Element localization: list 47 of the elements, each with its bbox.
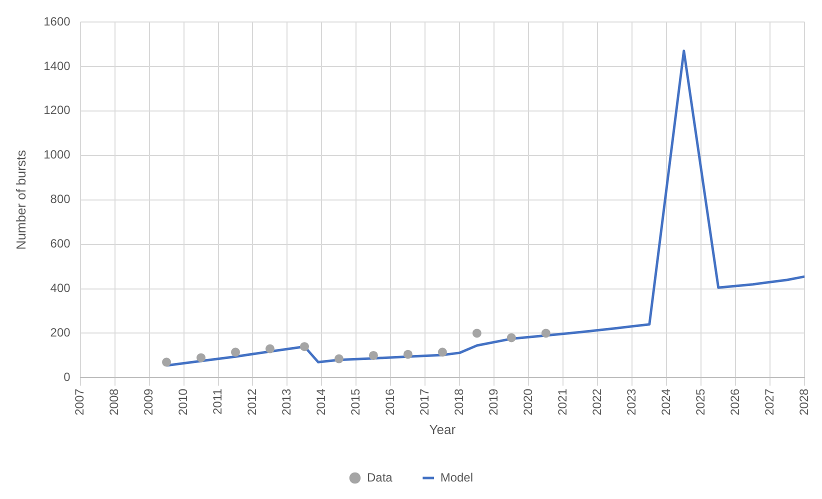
- legend-label: Model: [440, 470, 474, 484]
- y-tick-label: 400: [50, 281, 71, 296]
- x-tick-label: 2024: [658, 388, 673, 416]
- x-tick-label: 2008: [107, 388, 122, 416]
- y-tick-label: 1600: [44, 14, 71, 28]
- x-tick-label: 2011: [210, 388, 225, 415]
- x-tick-label: 2028: [796, 388, 811, 416]
- point: [300, 342, 309, 352]
- x-tick-label: 2012: [245, 388, 260, 416]
- point: [334, 354, 344, 364]
- x-tick-label: 2010: [176, 388, 190, 416]
- legend-label: Data: [366, 470, 393, 484]
- x-tick-label: 2015: [348, 388, 363, 416]
- x-tick-label: 2026: [728, 388, 742, 416]
- x-tick-label: 2027: [762, 388, 776, 416]
- x-tick-label: 2021: [555, 388, 570, 416]
- x-tick-label: 2022: [590, 388, 604, 416]
- x-tick-label: 2020: [520, 388, 535, 416]
- y-tick-label: 1200: [44, 103, 71, 118]
- point: [472, 328, 482, 338]
- point: [196, 353, 206, 362]
- point: [162, 358, 172, 367]
- x-tick-label: 2007: [72, 388, 87, 416]
- point: [368, 350, 378, 360]
- point: [541, 328, 550, 338]
- x-tick-label: 2017: [418, 388, 432, 416]
- x-tick-label: 2023: [624, 388, 638, 416]
- y-tick-label: 1400: [44, 58, 71, 73]
- y-tick-label: 0: [64, 370, 71, 384]
- x-tick-label: 2019: [486, 388, 500, 416]
- point: [265, 344, 274, 354]
- x-tick-label: 2018: [452, 388, 466, 416]
- x-tick-label: 2009: [142, 388, 156, 416]
- y-tick-label: 200: [50, 326, 71, 340]
- point: [403, 350, 412, 359]
- y-tick-label: 800: [50, 192, 71, 206]
- x-tick-label: 2014: [314, 388, 328, 416]
- y-tick-label: 1000: [44, 148, 71, 162]
- y-axis-title: Number of bursts: [13, 150, 28, 250]
- point: [438, 348, 447, 357]
- x-tick-label: 2013: [280, 388, 294, 416]
- x-tick-label: 2025: [693, 388, 708, 416]
- y-tick-label: 600: [50, 236, 71, 251]
- point: [506, 333, 516, 342]
- x-axis-title: Year: [429, 422, 456, 437]
- x-tick-label: 2016: [383, 388, 398, 416]
- point: [231, 348, 240, 357]
